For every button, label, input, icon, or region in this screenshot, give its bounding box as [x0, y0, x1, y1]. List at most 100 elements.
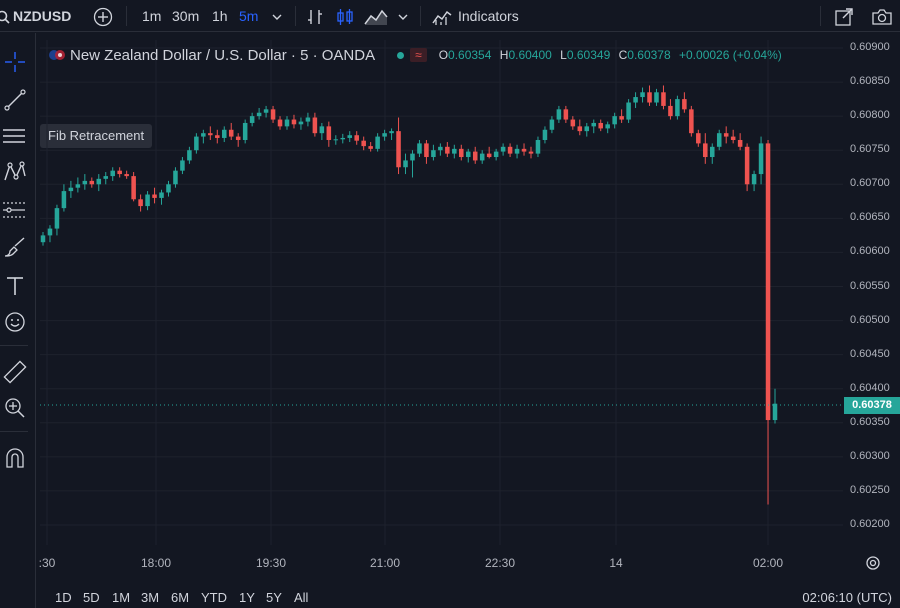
- candle: [284, 116, 290, 130]
- candle: [598, 119, 603, 132]
- candle: [772, 388, 778, 424]
- candle: [500, 143, 506, 156]
- candle: [75, 177, 81, 193]
- candle-body: [486, 153, 492, 158]
- candle-body: [716, 133, 722, 147]
- indicators-button[interactable]: Indicators: [458, 8, 519, 24]
- pattern-tool-icon[interactable]: [0, 157, 30, 187]
- range-5y[interactable]: 5Y: [266, 590, 282, 605]
- price-axis-label: 0.60200: [850, 518, 890, 530]
- candle-body: [235, 136, 241, 140]
- range-3m[interactable]: 3M: [141, 590, 160, 605]
- candle-body: [340, 137, 346, 140]
- candle: [82, 174, 88, 190]
- ruler-icon[interactable]: [0, 357, 30, 387]
- candle: [465, 148, 471, 163]
- candle: [124, 170, 129, 179]
- interval-5m-active[interactable]: 5m: [239, 8, 259, 24]
- bar-style-icon[interactable]: [306, 0, 324, 32]
- candle-body: [208, 133, 213, 136]
- candle-body: [758, 143, 764, 175]
- candle-body: [124, 174, 129, 177]
- camera-icon[interactable]: [871, 0, 893, 32]
- range-1y[interactable]: 1Y: [239, 590, 255, 605]
- candle: [166, 180, 171, 197]
- range-1d[interactable]: 1D: [55, 590, 72, 605]
- candle-body: [284, 119, 290, 127]
- candle: [570, 116, 576, 130]
- candle: [368, 142, 373, 152]
- candle: [737, 133, 743, 151]
- text-tool-icon[interactable]: [0, 271, 30, 301]
- candles-style-icon[interactable]: [336, 0, 354, 32]
- utc-clock[interactable]: 02:06:10 (UTC): [802, 590, 892, 605]
- symbol-title[interactable]: New Zealand Dollar / U.S. Dollar · 5 · O…: [70, 46, 376, 64]
- candle-body: [396, 131, 401, 168]
- candle: [493, 148, 499, 161]
- compare-symbol-icon[interactable]: [93, 0, 113, 32]
- candle: [410, 150, 415, 178]
- candle-body: [368, 146, 373, 149]
- candle-body: [54, 208, 60, 229]
- fib-retracement-icon[interactable]: [0, 121, 30, 151]
- candle-body: [417, 143, 422, 154]
- candle-body: [242, 122, 248, 140]
- indicators-icon[interactable]: [432, 0, 452, 32]
- area-style-icon[interactable]: [364, 0, 388, 32]
- candle-body: [668, 105, 673, 117]
- range-6m[interactable]: 6M: [171, 590, 190, 605]
- candle: [110, 167, 115, 181]
- forecast-tool-icon[interactable]: [0, 195, 30, 225]
- candle: [716, 129, 722, 151]
- chart-legend: New Zealand Dollar / U.S. Dollar · 5 · O…: [48, 44, 787, 66]
- candle: [521, 143, 527, 156]
- range-ytd[interactable]: YTD: [201, 590, 227, 605]
- candle-body: [619, 116, 624, 120]
- tooltip: Fib Retracement: [40, 124, 153, 148]
- range-all[interactable]: All: [294, 590, 309, 605]
- range-1m[interactable]: 1M: [112, 590, 131, 605]
- candle: [403, 153, 408, 175]
- candle-body: [577, 126, 583, 132]
- chevron-down-icon[interactable]: [272, 0, 282, 32]
- crosshair-icon[interactable]: [0, 47, 30, 77]
- candle-body: [277, 119, 283, 127]
- top-toolbar: NZDUSD 1m 30m 1h 5m Indicators: [0, 0, 900, 32]
- candle: [354, 131, 359, 145]
- candle: [375, 133, 380, 152]
- candle-body: [584, 126, 590, 132]
- zoom-in-icon[interactable]: [0, 393, 30, 423]
- time-axis-label: 14: [609, 556, 623, 570]
- candle-body: [61, 191, 67, 209]
- search-icon[interactable]: [0, 0, 10, 32]
- candle: [486, 146, 492, 159]
- brush-icon[interactable]: [0, 233, 30, 263]
- emoji-icon[interactable]: [0, 307, 30, 337]
- candle-body: [514, 148, 520, 154]
- symbol-search-button[interactable]: NZDUSD: [13, 8, 72, 24]
- bottom-toolbar: 1D 5D 1M 3M 6M YTD 1Y 5Y All 02:06:10 (U…: [37, 586, 900, 608]
- data-provider-icon[interactable]: ≈: [410, 48, 427, 62]
- candle: [591, 119, 597, 134]
- chevron-down-icon[interactable]: [398, 0, 408, 32]
- candle: [507, 143, 513, 158]
- candle: [242, 119, 248, 144]
- trend-line-icon[interactable]: [0, 85, 30, 115]
- candle: [556, 105, 562, 123]
- magnet-icon[interactable]: [0, 443, 30, 473]
- open-value: 0.60354: [448, 48, 492, 62]
- candle-body: [556, 109, 562, 120]
- fullscreen-icon[interactable]: [834, 0, 854, 32]
- range-5d[interactable]: 5D: [83, 590, 100, 605]
- candle: [751, 170, 757, 192]
- candle: [417, 139, 422, 158]
- drawing-toolbar: [0, 33, 36, 608]
- interval-1h[interactable]: 1h: [212, 8, 228, 24]
- candle: [542, 126, 548, 144]
- candle: [180, 157, 185, 175]
- candle-body: [159, 192, 164, 198]
- interval-30m[interactable]: 30m: [172, 8, 200, 24]
- interval-1m[interactable]: 1m: [142, 8, 162, 24]
- settings-icon[interactable]: [865, 555, 881, 576]
